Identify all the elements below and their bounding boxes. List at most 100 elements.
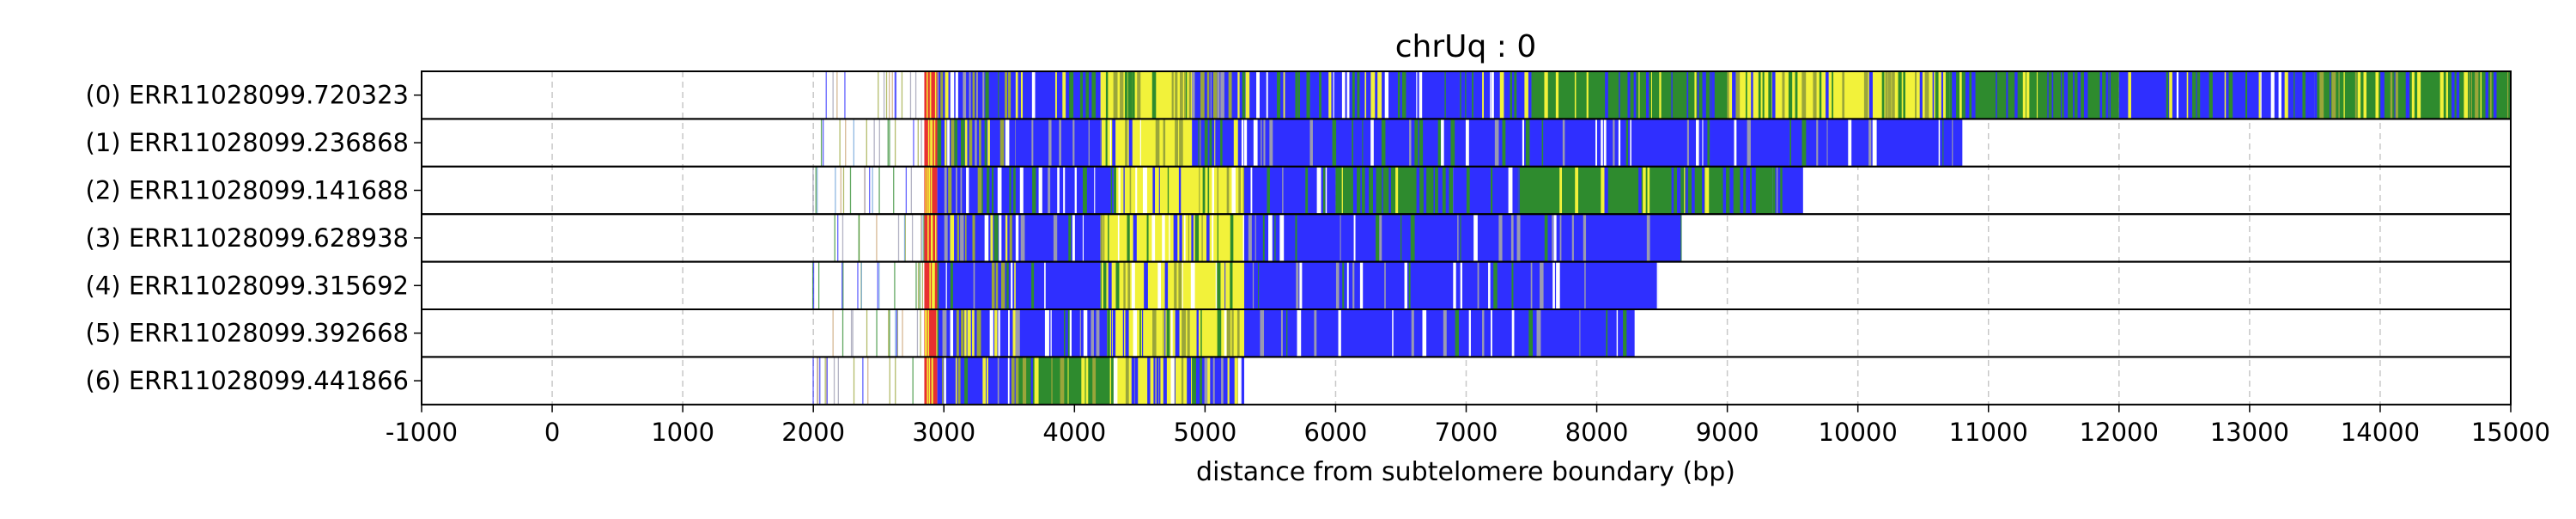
repeat-stripe [998,167,1002,214]
repeat-stripe [1623,309,1626,357]
repeat-stripe [878,167,879,214]
repeat-stripe [862,357,863,404]
repeat-stripe [895,357,896,404]
repeat-stripe [1277,71,1280,119]
repeat-stripe [1031,262,1034,309]
repeat-stripe [1205,357,1207,404]
repeat-stripe [1000,119,1005,166]
repeat-stripe [1648,167,1650,214]
repeat-stripe [1200,309,1201,357]
repeat-stripe [842,214,843,261]
repeat-stripe [2105,71,2108,119]
repeat-stripe [2391,71,2392,119]
repeat-stripe [1518,167,1519,214]
repeat-stripe [998,357,999,404]
repeat-stripe [951,71,954,119]
repeat-stripe [1703,71,1706,119]
repeat-stripe [1153,357,1155,404]
repeat-stripe [893,167,894,214]
repeat-stripe [1198,119,1199,166]
repeat-stripe [1130,167,1132,214]
repeat-stripe [1106,119,1108,166]
repeat-stripe [2451,71,2454,119]
repeat-stripe [1298,71,1300,119]
repeat-stripe [1281,309,1283,357]
repeat-stripe [2209,71,2213,119]
repeat-stripe [1604,119,1607,166]
repeat-stripe [1736,71,1741,119]
repeat-stripe [1054,214,1057,261]
repeat-stripe [1398,71,1400,119]
repeat-stripe [1354,214,1356,261]
repeat-stripe [1450,119,1455,166]
repeat-stripe [1237,309,1240,357]
repeat-stripe [1159,167,1160,214]
read-track [812,357,1244,404]
repeat-stripe [1868,119,1871,166]
repeat-stripe [1444,71,1445,119]
repeat-stripe [1869,71,1873,119]
repeat-stripe [945,119,946,166]
repeat-stripe [981,167,982,214]
repeat-stripe [1491,167,1492,214]
repeat-stripe [1971,71,1976,119]
repeat-stripe [1216,262,1217,309]
repeat-stripe [1795,71,1798,119]
repeat-stripe [1864,71,1868,119]
repeat-stripe [1108,214,1109,261]
repeat-stripe [1167,309,1170,357]
repeat-stripe [975,119,976,166]
repeat-stripe [928,119,930,166]
repeat-stripe [1952,71,1956,119]
repeat-stripe [1139,309,1141,357]
repeat-stripe [1511,262,1513,309]
repeat-stripe [1694,71,1696,119]
repeat-stripe [1409,119,1411,166]
repeat-stripe [2014,71,2017,119]
repeat-stripe [2245,71,2247,119]
repeat-stripe [1081,357,1084,404]
repeat-stripe [898,214,899,261]
repeat-stripe [826,71,827,119]
repeat-stripe [1613,119,1614,166]
repeat-stripe [1218,71,1220,119]
repeat-stripe [1168,167,1169,214]
repeat-stripe [1126,357,1129,404]
repeat-stripe [1005,71,1007,119]
repeat-stripe [1048,119,1051,166]
repeat-stripe [1482,71,1484,119]
repeat-stripe [1686,71,1688,119]
repeat-stripe [1110,119,1111,166]
repeat-stripe [2406,71,2409,119]
repeat-stripe [935,214,937,261]
repeat-stripe [1206,214,1210,261]
repeat-stripe [942,357,943,404]
repeat-stripe [1238,357,1242,404]
repeat-stripe [931,167,933,214]
repeat-stripe [992,167,993,214]
repeat-stripe [1563,119,1565,166]
repeat-stripe [1256,71,1260,119]
repeat-stripe [833,71,834,119]
repeat-stripe [1575,167,1578,214]
repeat-stripe [2026,71,2029,119]
repeat-stripe [1163,119,1166,166]
repeat-segment [1244,214,1681,261]
repeat-stripe [913,357,914,404]
repeat-stripe [2490,71,2492,119]
repeat-stripe [1032,71,1036,119]
repeat-stripe [1747,119,1751,166]
repeat-stripe [1692,167,1695,214]
repeat-stripe [1373,167,1376,214]
repeat-stripe [1728,71,1729,119]
repeat-stripe [978,167,982,214]
repeat-stripe [1031,357,1033,404]
repeat-stripe [1503,119,1506,166]
repeat-stripe [985,71,988,119]
repeat-segment [1237,71,1531,119]
repeat-stripe [1282,167,1283,214]
repeat-stripe [1152,309,1157,357]
repeat-stripe [866,309,867,357]
repeat-stripe [1827,119,1828,166]
repeat-stripe [1011,262,1012,309]
